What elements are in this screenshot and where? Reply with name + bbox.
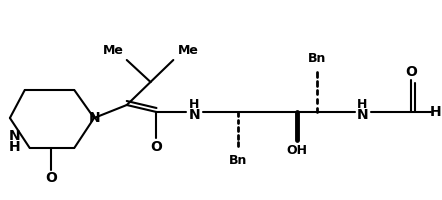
Text: H: H	[9, 140, 21, 154]
Text: O: O	[46, 171, 57, 185]
Text: OH: OH	[286, 144, 308, 156]
Text: H: H	[357, 98, 368, 112]
Text: O: O	[151, 140, 162, 154]
Text: Bn: Bn	[229, 154, 247, 166]
Text: N: N	[357, 108, 368, 122]
Text: Me: Me	[103, 44, 123, 56]
Text: H: H	[430, 105, 442, 119]
Text: Bn: Bn	[308, 51, 326, 64]
Text: Me: Me	[178, 44, 198, 56]
Text: N: N	[88, 111, 100, 125]
Text: H: H	[189, 98, 199, 112]
Text: N: N	[188, 108, 200, 122]
Text: O: O	[405, 65, 417, 79]
Text: N: N	[9, 129, 21, 143]
